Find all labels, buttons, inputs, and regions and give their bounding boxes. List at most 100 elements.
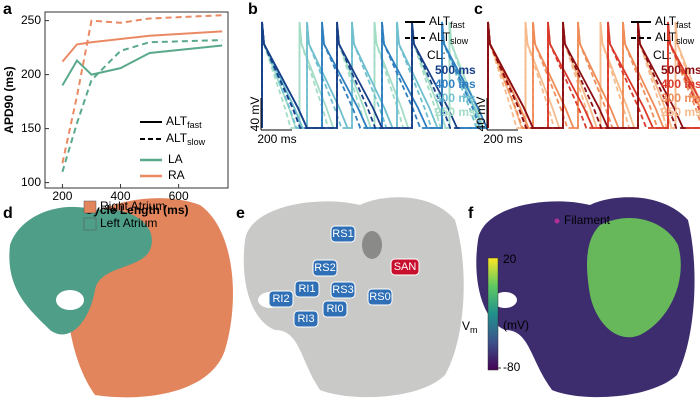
sub-label: Vm xyxy=(462,319,478,335)
label-main: ALT xyxy=(655,30,677,44)
activation-wave xyxy=(587,217,681,338)
scale-t-label: 200 ms xyxy=(483,132,522,146)
ap-trace xyxy=(261,21,460,129)
site-text: RS2 xyxy=(314,262,335,274)
site-label: SAN xyxy=(390,258,420,276)
scale-v-label: 40 mV xyxy=(248,97,262,132)
label-main: ALT xyxy=(166,131,188,145)
x-tick-label: 400 xyxy=(111,189,131,203)
site-label: RS1 xyxy=(330,225,356,243)
label-sub: fast xyxy=(187,120,202,130)
colorbar-tick-label: -80 xyxy=(503,360,521,374)
y-tick-label: 100 xyxy=(21,175,41,189)
label-sub: fast xyxy=(676,20,691,30)
label-main: ALT xyxy=(655,14,677,28)
site-box xyxy=(390,258,420,276)
x-axis-label: Cycle Length (ms) xyxy=(84,203,188,217)
site-text: RS1 xyxy=(332,228,353,240)
site-label: RI3 xyxy=(293,310,319,328)
legend-label: Right Atrium xyxy=(100,199,165,213)
legend-label: Filament xyxy=(564,213,611,227)
site-text: SAN xyxy=(394,261,417,273)
colorbar-tick-label: 20 xyxy=(503,252,517,266)
site-label: RI0 xyxy=(322,300,348,318)
site-text: RI0 xyxy=(326,303,343,315)
x-tick-label: 600 xyxy=(169,189,189,203)
label-sub: slow xyxy=(187,137,206,147)
sub-label: ALTfast xyxy=(655,14,691,30)
site-label: RI1 xyxy=(294,280,320,298)
site-text: RI3 xyxy=(297,313,314,325)
panel-letter: b xyxy=(248,1,258,18)
y-tick-label: 150 xyxy=(21,121,41,135)
filament-marker xyxy=(554,218,560,224)
colorbar xyxy=(487,257,499,371)
legend-title: CL: xyxy=(427,48,446,62)
site-box xyxy=(268,290,294,308)
legend-label: 300 ms xyxy=(435,91,476,105)
colorbar-unit: (mV) xyxy=(503,318,529,332)
sub-label: ALTslow xyxy=(166,131,206,147)
site-box xyxy=(330,225,356,243)
site-box xyxy=(293,310,319,328)
legend-title: CL: xyxy=(653,48,672,62)
label-main: ALT xyxy=(429,14,451,28)
site-text: RS3 xyxy=(332,284,353,296)
apd-line xyxy=(61,39,223,173)
label-main: ALT xyxy=(429,30,451,44)
legend-label: 300 ms xyxy=(661,91,700,105)
legend-label: RA xyxy=(168,168,185,182)
legend-label: 500 ms xyxy=(661,63,700,77)
legend-label: 400 ms xyxy=(661,77,700,91)
sub-label: ALTslow xyxy=(429,30,469,46)
site-label: RS3 xyxy=(330,281,356,299)
label-sub: slow xyxy=(676,36,695,46)
site-box xyxy=(294,280,320,298)
scale-v-label: 40 mV xyxy=(474,97,488,132)
panel-letter: d xyxy=(3,205,13,222)
panel-letter: e xyxy=(236,205,245,222)
site-label: RS2 xyxy=(312,259,338,277)
panel-letter: a xyxy=(3,1,12,18)
label-sub: slow xyxy=(450,36,469,46)
sub-label: ALTslow xyxy=(655,30,695,46)
site-label: RS0 xyxy=(367,288,393,306)
y-axis-label: APD90 (ms) xyxy=(2,66,16,133)
ap-trace xyxy=(261,21,460,129)
legend-label: 250 ms xyxy=(435,105,476,119)
site-text: RI1 xyxy=(298,283,315,295)
y-tick-label: 200 xyxy=(21,67,41,81)
panel-letter: c xyxy=(474,1,483,18)
label-main: ALT xyxy=(166,114,188,128)
legend-swatch xyxy=(83,200,97,214)
panel-letter: f xyxy=(468,205,474,222)
site-box xyxy=(312,259,338,277)
label-sub: m xyxy=(470,325,478,335)
x-tick-label: 200 xyxy=(52,189,72,203)
site-text: RS0 xyxy=(369,291,390,303)
vessel xyxy=(362,231,382,259)
label-main: V xyxy=(462,319,470,333)
vessel-hole xyxy=(56,290,84,310)
left-atrium xyxy=(9,206,152,335)
legend-label: Left Atrium xyxy=(100,216,157,230)
ap-trace xyxy=(487,21,686,129)
site-box xyxy=(330,281,356,299)
ap-trace xyxy=(487,21,686,129)
apd-line xyxy=(61,30,223,63)
apd-line xyxy=(61,14,223,164)
scale-t-label: 200 ms xyxy=(257,132,296,146)
legend-label: 500 ms xyxy=(435,63,476,77)
site-box xyxy=(367,288,393,306)
plot-frame xyxy=(44,11,229,189)
label-sub: fast xyxy=(450,20,465,30)
apd-line xyxy=(61,44,223,86)
sub-label: ALTfast xyxy=(429,14,465,30)
sub-label: ALTfast xyxy=(166,114,202,130)
legend-label: 400 ms xyxy=(435,77,476,91)
legend-label: 250 ms xyxy=(661,105,700,119)
legend-swatch xyxy=(83,217,97,231)
site-text: RI2 xyxy=(272,293,289,305)
legend-label: LA xyxy=(168,152,183,166)
